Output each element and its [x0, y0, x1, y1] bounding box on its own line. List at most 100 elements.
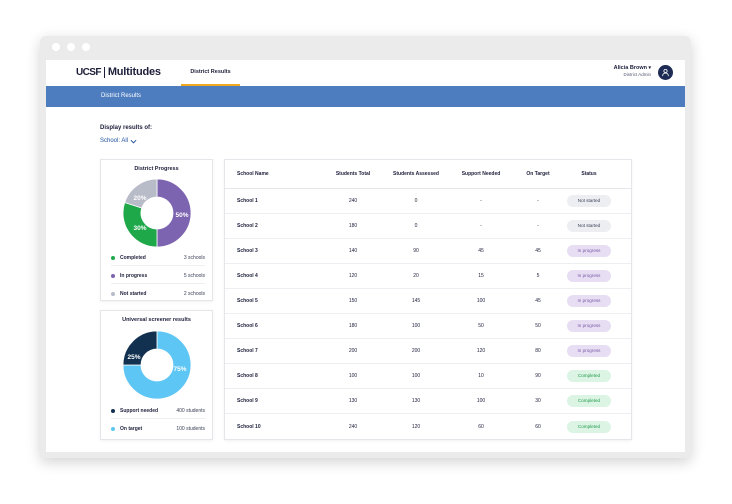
table-row[interactable]: School 8 100 100 10 90 Completed — [225, 364, 631, 389]
status-badge: Completed — [567, 420, 611, 433]
cell-support: - — [480, 198, 482, 204]
cell-name: School 3 — [237, 248, 258, 254]
column-header[interactable]: Students Assessed — [393, 171, 439, 177]
table-row[interactable]: School 6 180 100 50 50 In progress — [225, 314, 631, 339]
window-controls — [52, 43, 90, 51]
cell-status: Completed — [559, 364, 619, 388]
legend-dot-completed — [111, 255, 115, 260]
table-row[interactable]: School 9 130 130 100 30 Completed — [225, 389, 631, 414]
cell-status: In progress — [559, 289, 619, 313]
user-name-text: Alicia Brown — [613, 65, 647, 71]
legend-count: 400 students — [176, 407, 205, 414]
logo-product-name: Multitudes — [107, 66, 161, 78]
column-header[interactable]: Support Needed — [461, 171, 501, 177]
cell-support: 100 — [476, 298, 486, 304]
legend-dot-not-started — [111, 292, 115, 296]
cell-total: 180 — [348, 223, 358, 229]
column-header[interactable]: Status — [581, 171, 597, 177]
donut-slice-label: 30% — [133, 225, 146, 232]
cell-support: - — [480, 223, 482, 229]
table-row[interactable]: School 4 120 20 15 5 In progress — [225, 264, 631, 289]
column-header[interactable]: School Name — [237, 171, 269, 177]
table-row[interactable]: School 5 150 145 100 45 In progress — [225, 289, 631, 314]
column-header[interactable]: Students Total — [335, 171, 371, 177]
cell-support: 100 — [476, 398, 486, 404]
table-row[interactable]: School 2 180 0 - - Not started — [225, 214, 631, 239]
column-header[interactable]: On Target — [526, 171, 550, 177]
cell-name: School 5 — [237, 298, 258, 304]
logo-divider — [103, 66, 105, 78]
cell-assessed: 90 — [413, 248, 419, 254]
screener-results-donut: 75% 25% — [122, 330, 192, 400]
status-badge: In progress — [567, 295, 611, 307]
legend-on-target: On target 100 students — [111, 421, 205, 437]
table-header: School Name Students Total Students Asse… — [225, 160, 631, 189]
cell-target: 5 — [536, 273, 540, 279]
cell-support: 60 — [478, 423, 484, 430]
legend-label: Support needed — [120, 407, 159, 414]
cell-total: 100 — [348, 373, 358, 379]
cell-total: 140 — [348, 248, 358, 254]
legend-count: 2 schools — [183, 291, 205, 297]
display-results-label: Display results of: — [100, 125, 153, 131]
cell-name: School 4 — [237, 273, 258, 279]
status-badge: Not started — [567, 220, 611, 232]
user-icon — [662, 68, 669, 77]
user-menu[interactable]: Alicia Brown ▾ District Admin — [614, 65, 651, 77]
cell-total: 240 — [348, 198, 358, 204]
cell-name: School 9 — [237, 398, 258, 404]
donut-slice-in-progress — [156, 178, 192, 248]
legend-label: Not started — [120, 291, 147, 297]
legend-label: In progress — [120, 272, 148, 279]
cell-target: 80 — [535, 348, 541, 354]
cell-total: 200 — [348, 348, 358, 354]
window-dot-minimize[interactable] — [67, 43, 75, 51]
cell-total: 130 — [348, 398, 358, 404]
legend-dot-in-progress — [111, 273, 115, 278]
status-badge: In progress — [567, 270, 611, 282]
donut-slice-label: 50% — [175, 212, 188, 219]
app-viewport: UCSF Multitudes District Results Alicia … — [46, 60, 685, 452]
chevron-down-icon: ▾ — [648, 65, 651, 71]
cell-status: In progress — [559, 314, 619, 338]
school-filter-value: School: All — [100, 138, 129, 144]
avatar[interactable] — [658, 65, 673, 80]
cell-assessed: 200 — [411, 348, 421, 354]
cell-assessed: 0 — [414, 198, 418, 204]
district-progress-card: District Progress 50% 30% 20% Completed 3 … — [100, 159, 213, 301]
status-badge: Completed — [567, 395, 611, 407]
logo[interactable]: UCSF Multitudes — [76, 66, 161, 78]
donut-slice-on-target — [122, 330, 192, 400]
table-row[interactable]: School 10 240 120 60 60 Completed — [225, 414, 631, 439]
tab-district-results[interactable]: District Results — [181, 60, 240, 86]
donut-slice-label: 20% — [133, 195, 146, 202]
table-row[interactable]: School 1 240 0 - - Not started — [225, 189, 631, 214]
donut-slice-label: 25% — [127, 354, 140, 361]
cell-name: School 10 — [237, 423, 261, 430]
cell-target: 60 — [535, 423, 541, 430]
table-row[interactable]: School 7 200 200 120 80 In progress — [225, 339, 631, 364]
cell-status: In progress — [559, 264, 619, 288]
cell-support: 15 — [478, 273, 484, 279]
school-filter-dropdown[interactable]: School: All — [100, 138, 137, 144]
cell-assessed: 100 — [411, 373, 421, 379]
cell-assessed: 20 — [413, 273, 419, 279]
cell-target: 45 — [535, 298, 541, 304]
cell-status: Not started — [559, 189, 619, 213]
cell-target: 90 — [535, 373, 541, 379]
logo-ucsf: UCSF — [76, 66, 101, 78]
window-dot-close[interactable] — [52, 43, 60, 51]
legend-dot-support-needed — [111, 408, 115, 413]
donut-slice-label: 75% — [173, 366, 186, 373]
window-dot-maximize[interactable] — [82, 43, 90, 51]
cell-target: - — [537, 223, 539, 229]
cell-target: 50 — [535, 323, 541, 329]
table-row[interactable]: School 3 140 90 45 45 In progress — [225, 239, 631, 264]
cell-target: 45 — [535, 248, 541, 254]
cell-total: 150 — [348, 298, 358, 304]
screener-results-card: Universal screener results 75% 25% Suppor… — [100, 310, 213, 440]
status-badge: In progress — [567, 320, 611, 332]
cell-status: Completed — [559, 414, 619, 439]
cell-name: School 2 — [237, 223, 258, 229]
cell-total: 120 — [348, 273, 358, 279]
